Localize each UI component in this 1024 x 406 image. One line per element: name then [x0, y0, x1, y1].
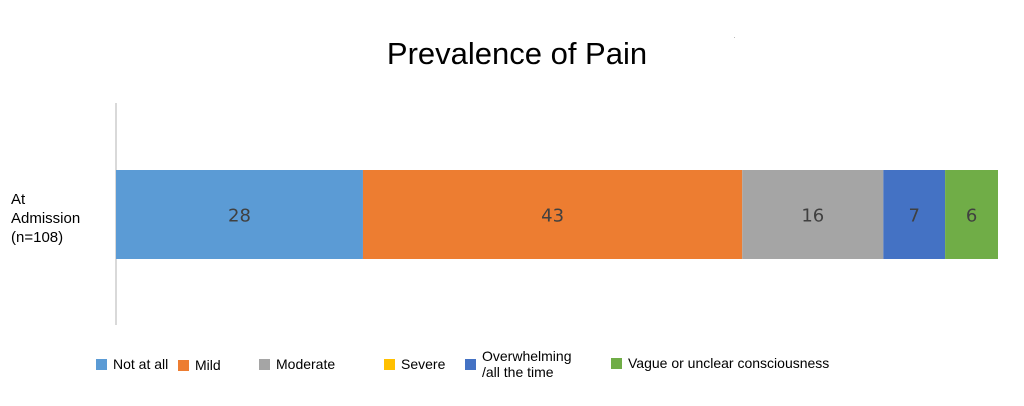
- category-label-line-1: At: [11, 191, 26, 208]
- category-label-line-3: (n=108): [11, 229, 64, 246]
- legend-label-not-at-all: Not at all: [113, 356, 169, 372]
- legend-swatch-overwhelming: [465, 358, 476, 370]
- legend-item-vague: Vague or unclear consciousness: [611, 355, 829, 371]
- legend-item-severe: Severe: [384, 356, 445, 372]
- legend-swatch-not-at-all: [96, 358, 107, 370]
- bar-segment-overwhelming-all-the-time: [883, 170, 946, 259]
- category-label-line-2: Admission: [11, 210, 81, 227]
- legend-item-moderate: Moderate: [259, 356, 335, 372]
- legend-item-mild: Mild: [178, 357, 221, 373]
- legend-swatch-moderate: [259, 358, 270, 370]
- data-label-vague-or-unclear-consciousness: 6: [966, 206, 977, 227]
- legend-swatch-vague: [611, 357, 622, 369]
- stray-pixel: [734, 37, 735, 38]
- data-label-not-at-all: 28: [228, 206, 251, 227]
- bar-segment-mild: [362, 170, 743, 259]
- legend-label-mild: Mild: [195, 357, 221, 373]
- legend-label-overwhelming-line-2: /all the time: [482, 364, 554, 380]
- legend-item-overwhelming: Overwhelming /all the time: [465, 348, 571, 380]
- legend-label-overwhelming: Overwhelming /all the time: [482, 348, 571, 380]
- bar-segment-moderate: [742, 170, 884, 259]
- legend-label-overwhelming-line-1: Overwhelming: [482, 348, 572, 364]
- legend-label-severe: Severe: [401, 356, 446, 372]
- chart-title: Prevalence of Pain: [386, 36, 648, 71]
- data-label-mild: 43: [541, 206, 564, 227]
- legend-item-not-at-all: Not at all: [96, 356, 168, 372]
- legend-swatch-mild: [178, 359, 189, 371]
- data-label-overwhelming-all-the-time: 7: [908, 206, 919, 227]
- legend-label-vague: Vague or unclear consciousness: [628, 355, 830, 371]
- data-label-moderate: 16: [801, 206, 824, 227]
- category-label: At Admission (n=108): [11, 190, 106, 247]
- bar-segment-vague-or-unclear-consciousness: [945, 170, 998, 259]
- legend-label-moderate: Moderate: [276, 356, 336, 372]
- bar-segment-not-at-all: [116, 170, 363, 259]
- legend-swatch-severe: [384, 358, 395, 370]
